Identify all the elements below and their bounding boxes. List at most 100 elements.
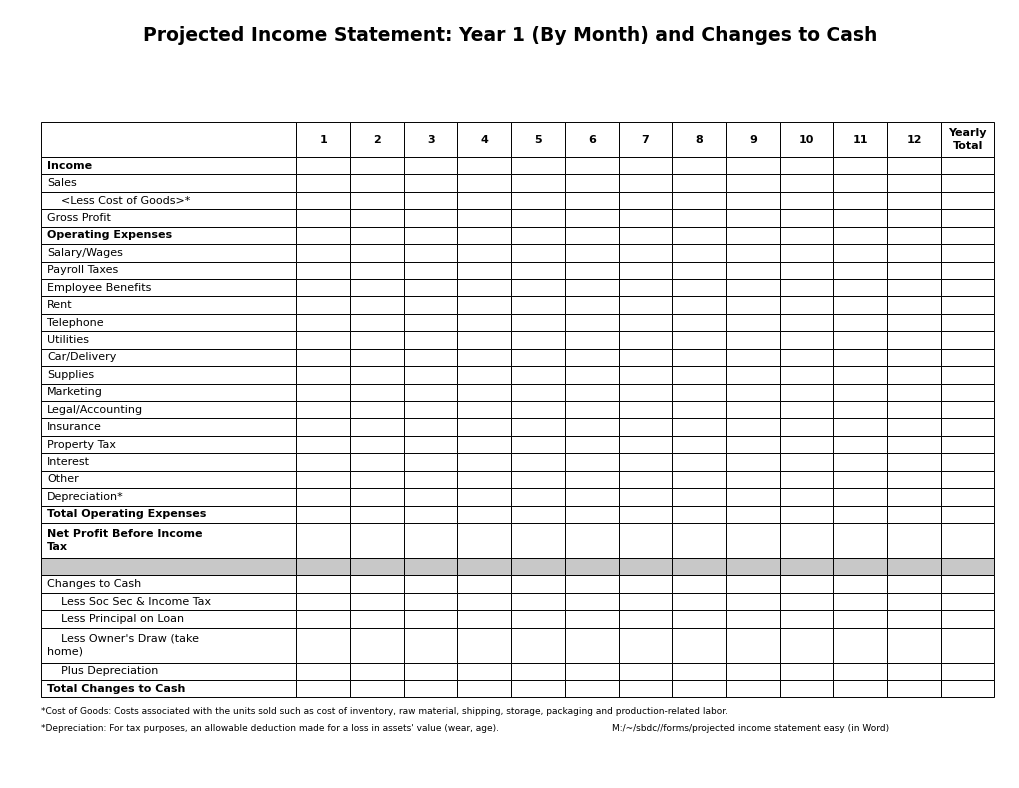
Bar [779,262,833,279]
Bar [511,314,565,331]
Bar [887,122,940,157]
Bar [297,558,350,575]
Bar [565,122,618,157]
Bar [726,523,779,558]
Bar [887,157,940,174]
Bar [726,593,779,610]
Bar [41,436,297,453]
Bar [41,663,297,680]
Bar [297,453,350,470]
Bar [726,157,779,174]
Bar [297,174,350,191]
Bar [940,506,994,523]
Bar [833,453,887,470]
Bar [404,663,458,680]
Text: Insurance: Insurance [47,422,102,432]
Bar [672,418,726,436]
Text: Less Owner's Draw (take
home): Less Owner's Draw (take home) [47,634,199,656]
Bar [672,506,726,523]
Bar [672,244,726,262]
Bar [779,331,833,349]
Bar [511,384,565,401]
Bar [41,470,297,489]
Bar [350,470,404,489]
Bar [726,191,779,210]
Bar [350,418,404,436]
Bar [779,680,833,697]
Bar [833,575,887,593]
Bar [672,227,726,244]
Bar [618,628,672,663]
Bar [779,122,833,157]
Bar [511,349,565,366]
Bar [672,470,726,489]
Bar [940,157,994,174]
Bar [887,489,940,506]
Bar [672,489,726,506]
Text: 9: 9 [748,135,756,144]
Bar [350,384,404,401]
Bar [618,227,672,244]
Bar [458,418,511,436]
Bar [833,366,887,384]
Bar [297,523,350,558]
Bar [565,523,618,558]
Bar [672,575,726,593]
Bar [297,227,350,244]
Bar [887,523,940,558]
Bar [511,227,565,244]
Bar [726,489,779,506]
Bar [726,470,779,489]
Bar [940,366,994,384]
Text: Employee Benefits: Employee Benefits [47,283,151,292]
Bar [887,366,940,384]
Bar [565,470,618,489]
Bar [672,262,726,279]
Bar [41,418,297,436]
Bar [726,506,779,523]
Bar [511,331,565,349]
Bar [41,349,297,366]
Bar [350,157,404,174]
Text: Legal/Accounting: Legal/Accounting [47,405,143,414]
Bar [779,506,833,523]
Bar [297,314,350,331]
Text: 4: 4 [480,135,488,144]
Bar [779,470,833,489]
Bar [350,610,404,628]
Bar [511,558,565,575]
Bar [618,174,672,191]
Bar [726,331,779,349]
Bar [41,558,297,575]
Bar [458,349,511,366]
Bar [940,663,994,680]
Bar [41,628,297,663]
Bar [779,191,833,210]
Bar [458,157,511,174]
Bar [726,349,779,366]
Bar [672,122,726,157]
Text: 11: 11 [852,135,867,144]
Bar [726,384,779,401]
Text: M:/~/sbdc//forms/projected income statement easy (in Word): M:/~/sbdc//forms/projected income statem… [611,724,889,734]
Text: 1: 1 [319,135,327,144]
Bar [618,401,672,418]
Bar [726,314,779,331]
Bar [41,331,297,349]
Bar [618,279,672,296]
Text: Marketing: Marketing [47,388,103,397]
Bar [297,157,350,174]
Bar [618,296,672,314]
Bar [887,191,940,210]
Bar [41,384,297,401]
Text: <Less Cost of Goods>*: <Less Cost of Goods>* [47,195,191,206]
Bar [297,436,350,453]
Bar [41,314,297,331]
Bar [887,558,940,575]
Bar [458,244,511,262]
Bar [350,174,404,191]
Bar [833,210,887,227]
Bar [404,331,458,349]
Bar [726,279,779,296]
Bar [404,470,458,489]
